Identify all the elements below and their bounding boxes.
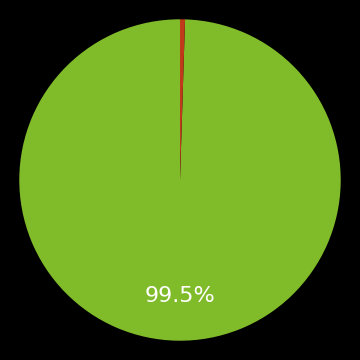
Text: 99.5%: 99.5%: [145, 286, 215, 306]
Wedge shape: [19, 19, 341, 341]
Wedge shape: [180, 19, 185, 180]
